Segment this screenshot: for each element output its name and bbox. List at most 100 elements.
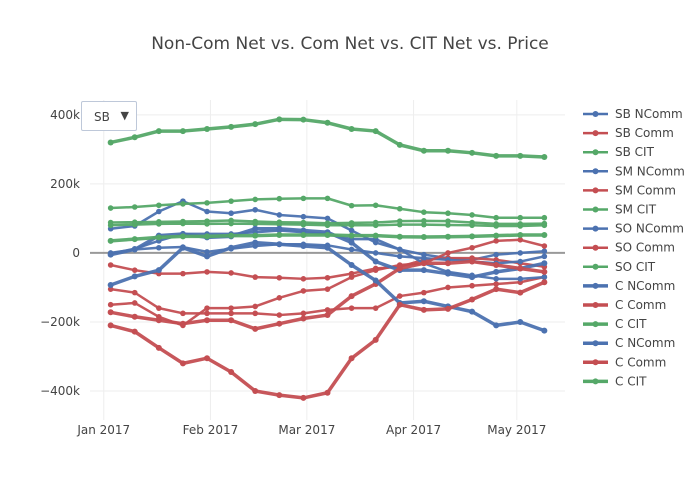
legend-marker-icon bbox=[592, 302, 599, 308]
data-point bbox=[372, 202, 379, 209]
data-point bbox=[107, 139, 114, 146]
data-point bbox=[131, 204, 138, 210]
data-point bbox=[517, 258, 524, 265]
data-point bbox=[541, 248, 548, 254]
data-point bbox=[348, 246, 355, 253]
data-point bbox=[156, 221, 162, 227]
data-point bbox=[252, 232, 259, 239]
data-point bbox=[131, 236, 138, 243]
data-point bbox=[107, 251, 114, 258]
data-point bbox=[420, 234, 427, 241]
legend-item: SB CIT bbox=[583, 145, 655, 159]
x-tick-label: Jan 2017 bbox=[76, 423, 130, 437]
data-point bbox=[517, 237, 524, 243]
data-point bbox=[228, 310, 234, 317]
data-point bbox=[348, 355, 355, 362]
data-point bbox=[131, 300, 138, 306]
legend-label: SM Comm bbox=[615, 183, 676, 197]
data-point bbox=[155, 344, 162, 351]
data-point bbox=[372, 305, 379, 311]
data-point bbox=[276, 212, 283, 218]
data-point bbox=[324, 222, 331, 229]
data-point bbox=[517, 214, 524, 221]
legend-marker-icon bbox=[592, 378, 599, 385]
data-point bbox=[252, 325, 259, 332]
x-tick-label: Apr 2017 bbox=[386, 423, 441, 437]
data-point bbox=[517, 276, 524, 282]
data-point bbox=[300, 231, 307, 238]
data-point bbox=[420, 267, 427, 274]
series-c-comm bbox=[107, 279, 548, 401]
x-tick-label: Mar 2017 bbox=[278, 423, 335, 437]
data-point bbox=[276, 231, 283, 238]
data-point bbox=[179, 128, 186, 135]
data-point bbox=[204, 249, 210, 255]
data-point bbox=[541, 260, 548, 267]
series-line bbox=[110, 197, 545, 219]
legend-marker-icon bbox=[592, 149, 599, 156]
data-point bbox=[228, 305, 234, 311]
data-point bbox=[180, 201, 186, 207]
data-point bbox=[372, 336, 379, 343]
data-point bbox=[541, 253, 548, 260]
data-point bbox=[493, 268, 500, 275]
data-point bbox=[156, 244, 162, 251]
data-point bbox=[228, 198, 234, 204]
data-point bbox=[372, 232, 379, 239]
data-point bbox=[324, 195, 331, 202]
legend-item: SB Comm bbox=[583, 126, 674, 140]
legend-marker-icon bbox=[592, 187, 599, 194]
data-point bbox=[252, 221, 259, 227]
legend: SB NComm SB Comm SB CIT SM NComm SM Comm SM C… bbox=[583, 107, 685, 388]
data-point bbox=[396, 246, 403, 253]
series-so-cit bbox=[107, 220, 548, 229]
legend-label: C NComm bbox=[615, 336, 675, 350]
legend-marker-icon bbox=[592, 111, 599, 117]
data-point bbox=[252, 388, 259, 395]
data-point bbox=[276, 274, 283, 281]
data-point bbox=[276, 116, 283, 123]
data-point bbox=[180, 310, 186, 317]
data-point bbox=[396, 233, 403, 240]
data-point bbox=[469, 149, 476, 156]
legend-item: C NComm bbox=[583, 279, 675, 293]
data-point bbox=[469, 244, 475, 251]
data-point bbox=[204, 269, 210, 275]
data-point bbox=[179, 233, 186, 240]
legend-item: SO Comm bbox=[583, 241, 675, 255]
data-point bbox=[204, 200, 210, 206]
data-point bbox=[445, 222, 451, 228]
data-point bbox=[324, 231, 331, 238]
data-point bbox=[204, 253, 211, 260]
legend-item: SO NComm bbox=[583, 222, 684, 236]
legend-item: C Comm bbox=[583, 355, 666, 369]
data-point bbox=[372, 267, 379, 273]
data-point bbox=[131, 273, 138, 280]
data-point bbox=[493, 281, 499, 287]
data-point bbox=[396, 205, 403, 212]
data-point bbox=[517, 231, 524, 238]
data-point bbox=[420, 260, 427, 267]
data-point bbox=[324, 286, 331, 292]
legend-marker-icon bbox=[592, 130, 599, 137]
legend-item: SB NComm bbox=[583, 107, 683, 121]
data-point bbox=[396, 293, 403, 299]
symbol-dropdown[interactable]: SB ▼ bbox=[81, 101, 137, 131]
data-point bbox=[252, 239, 259, 246]
legend-label: SM NComm bbox=[615, 164, 685, 178]
y-tick-label: −400k bbox=[40, 384, 80, 398]
legend-marker-icon bbox=[592, 359, 599, 366]
data-point bbox=[493, 286, 500, 293]
legend-item: C CIT bbox=[583, 317, 647, 331]
data-point bbox=[107, 237, 114, 244]
legend-marker-icon bbox=[592, 282, 599, 289]
data-point bbox=[541, 279, 548, 286]
data-point bbox=[156, 202, 162, 209]
data-point bbox=[469, 233, 476, 240]
legend-label: C Comm bbox=[615, 298, 666, 312]
legend-marker-icon bbox=[592, 263, 599, 270]
data-point bbox=[469, 274, 476, 281]
legend-label: C NComm bbox=[615, 279, 675, 293]
data-point bbox=[517, 223, 524, 229]
data-point bbox=[300, 213, 307, 220]
